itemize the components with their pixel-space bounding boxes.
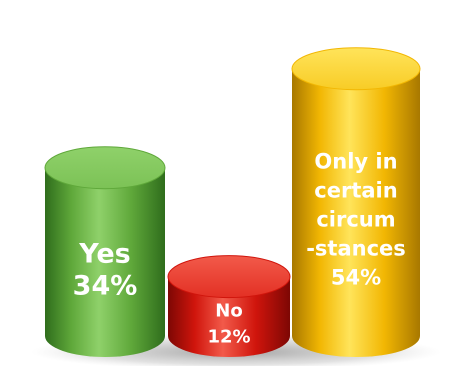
data-label-line: Only in (314, 150, 397, 174)
bar-top-cap-2 (167, 255, 291, 299)
data-label-line: 54% (331, 266, 381, 290)
data-label-line: -stances (306, 237, 406, 261)
bars-layer (44, 47, 421, 357)
bar-cylinder-1 (44, 146, 166, 357)
data-label-line: 12% (207, 327, 250, 348)
data-label-line: Yes (78, 238, 130, 269)
data-label-line: 34% (73, 270, 138, 301)
data-label-line: certain (314, 179, 397, 203)
bar-cylinder-3 (291, 47, 421, 357)
bar-top-cap-3 (291, 47, 421, 91)
data-label-3: Only in certain circum -stances 54% (306, 150, 406, 290)
bar-cylinder-2 (167, 255, 291, 357)
bar-top-cap-1 (44, 146, 166, 190)
data-label-2: No 12% (207, 301, 250, 348)
bar-body-1 (45, 167, 165, 357)
data-label-line: No (215, 301, 242, 322)
bar-body-2 (168, 276, 290, 357)
bar-body-3 (292, 68, 420, 357)
data-label-line: circum (316, 208, 395, 232)
